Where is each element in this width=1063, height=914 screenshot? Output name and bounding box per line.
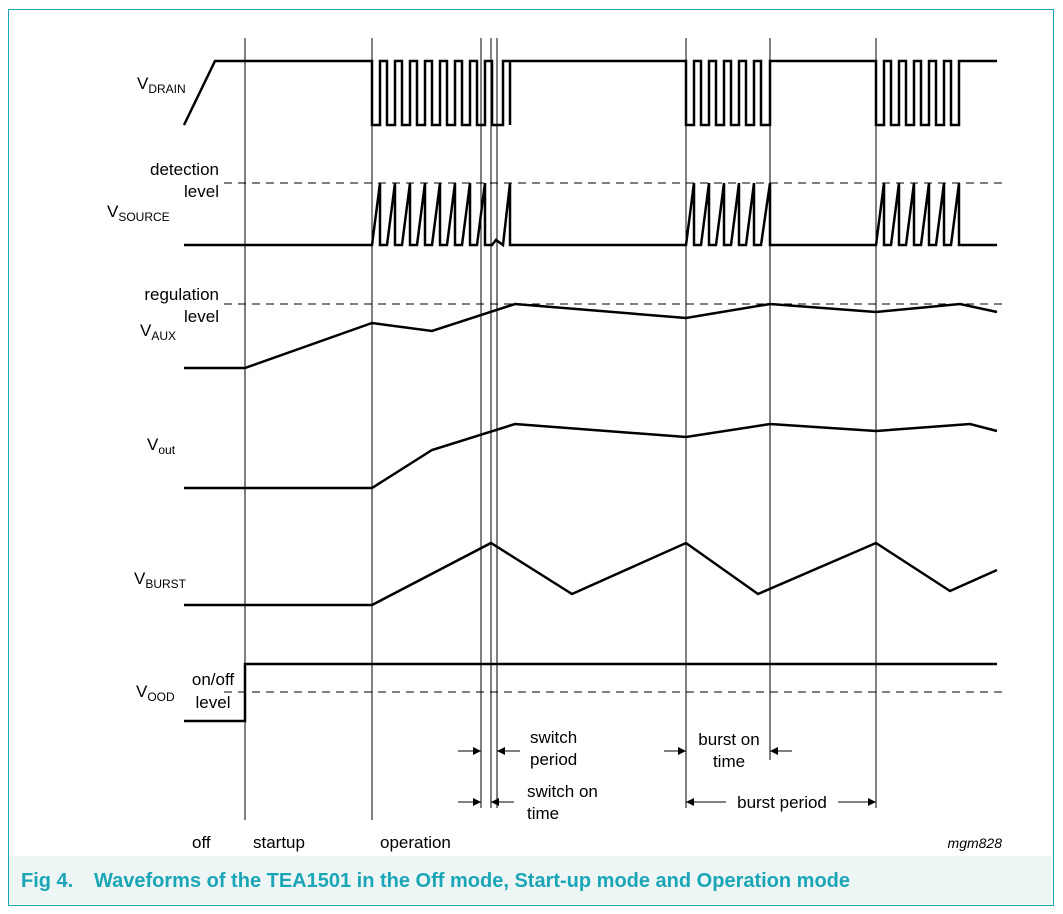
vaux-waveform: [184, 302, 998, 370]
burst-on-time-label-2: time: [713, 752, 745, 771]
regulation-level-label-1: regulation: [144, 285, 219, 304]
vsource-label: VSOURCE: [107, 202, 170, 224]
figure-id-label: mgm828: [948, 835, 1003, 851]
onoff-level-label-1: on/off: [192, 670, 235, 689]
burst-on-time-label-1: burst on: [698, 730, 759, 749]
vsource-waveform: [184, 182, 997, 248]
burst-on-time-marker: [664, 747, 792, 755]
burst-period-marker: [686, 798, 876, 806]
phase-operation-label: operation: [380, 833, 451, 852]
vout-waveform: [184, 422, 998, 490]
vood-waveform: [184, 662, 997, 723]
switch-period-label-2: period: [530, 750, 577, 769]
vood-label: VOOD: [136, 682, 175, 704]
vdrain-label: VDRAIN: [137, 74, 186, 96]
regulation-level-label-2: level: [184, 307, 219, 326]
vdrain-waveform: [182, 59, 997, 127]
figure-caption: Fig 4. Waveforms of the TEA1501 in the Of…: [21, 870, 850, 893]
detection-level-label-2: level: [184, 182, 219, 201]
vburst-label: VBURST: [134, 569, 187, 591]
vout-label: Vout: [147, 435, 176, 457]
switch-on-time-marker: [458, 798, 514, 806]
caption-bar: [9, 856, 1052, 904]
figure-title: Waveforms of the TEA1501 in the Off mode…: [94, 870, 851, 892]
switch-on-time-label-1: switch on: [527, 782, 598, 801]
onoff-level-label-2: level: [196, 693, 231, 712]
burst-period-label: burst period: [737, 793, 827, 812]
switch-period-label-1: switch: [530, 728, 577, 747]
figure-number: Fig 4.: [21, 870, 74, 892]
phase-off-label: off: [192, 833, 211, 852]
vaux-label: VAUX: [140, 321, 176, 343]
phase-startup-label: startup: [253, 833, 305, 852]
switch-period-marker: [458, 747, 520, 755]
vburst-waveform: [184, 541, 998, 607]
switch-on-time-label-2: time: [527, 804, 559, 823]
timing-lines: [244, 38, 877, 820]
detection-level-label-1: detection: [150, 160, 219, 179]
figure-frame: [8, 9, 1054, 906]
